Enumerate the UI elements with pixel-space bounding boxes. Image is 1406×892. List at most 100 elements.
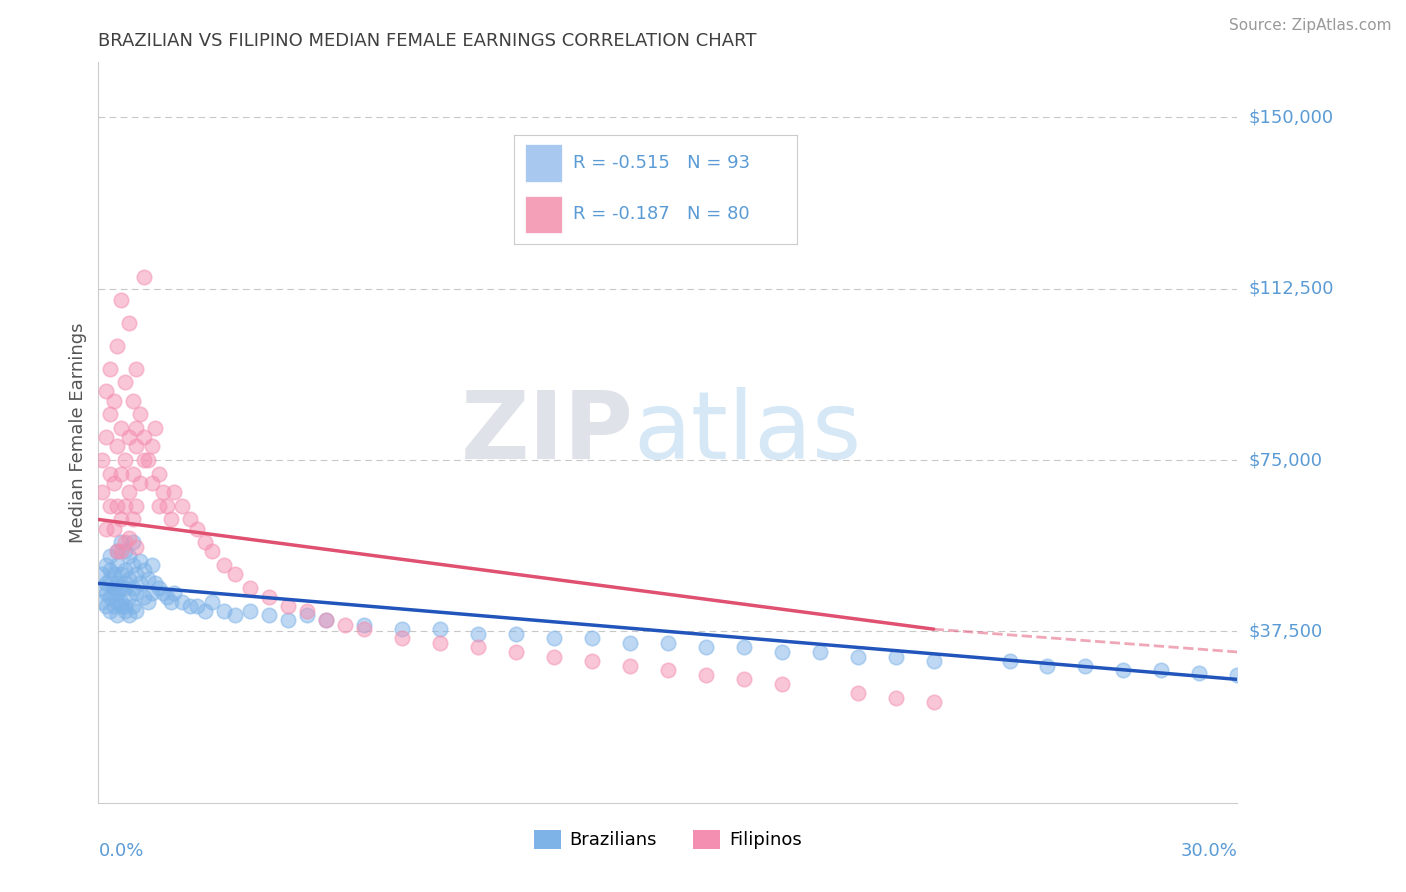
Point [201,544,224,558]
Point [114,563,136,577]
Point [125,540,148,554]
Point [581,632,603,646]
Point [103,475,125,490]
Point [94,558,117,573]
Point [148,581,170,595]
Point [110,567,132,582]
Point [543,649,565,664]
Point [159,595,181,609]
Point [118,590,141,604]
Text: 30.0%: 30.0% [1181,842,1237,860]
Point [110,467,132,481]
Point [657,636,679,650]
Point [239,604,262,618]
Point [1074,658,1097,673]
Point [107,558,129,573]
Point [121,581,143,595]
Point [91,453,114,467]
Point [505,645,527,659]
Point [125,361,148,376]
Point [132,430,155,444]
Point [277,599,299,614]
Point [114,604,136,618]
Point [103,581,125,595]
Point [315,613,337,627]
Point [467,640,489,655]
Point [94,522,117,536]
Point [156,590,179,604]
Point [429,622,451,636]
Point [125,567,148,582]
Point [129,408,152,422]
Point [224,567,246,582]
Point [121,599,143,614]
Point [107,585,129,599]
Point [103,522,125,536]
Point [118,316,141,330]
Point [733,640,755,655]
Point [657,663,679,677]
Point [884,649,907,664]
Text: Source: ZipAtlas.com: Source: ZipAtlas.com [1229,18,1392,33]
Point [94,430,117,444]
Point [94,585,117,599]
Point [846,686,869,700]
Point [98,408,121,422]
Point [543,632,565,646]
Text: atlas: atlas [634,386,862,479]
Point [391,632,413,646]
Point [145,421,167,435]
FancyBboxPatch shape [524,145,562,182]
Point [129,553,152,567]
Point [156,499,179,513]
Point [277,613,299,627]
Point [335,617,357,632]
Point [179,512,201,526]
Point [91,567,114,582]
Point [103,567,125,582]
Point [141,439,163,453]
Point [315,613,337,627]
Point [103,599,125,614]
Point [695,668,717,682]
Point [1036,658,1059,673]
Point [94,576,117,591]
Point [132,563,155,577]
Text: R = -0.187   N = 80: R = -0.187 N = 80 [574,204,749,223]
Point [581,654,603,668]
Point [103,393,125,408]
Point [125,499,148,513]
Point [98,499,121,513]
Point [136,595,159,609]
Point [114,453,136,467]
Point [110,293,132,307]
Point [194,604,217,618]
Point [770,677,793,691]
Point [110,581,132,595]
Point [118,430,141,444]
Point [91,581,114,595]
Point [114,376,136,390]
Point [98,563,121,577]
Point [107,595,129,609]
Point [695,640,717,655]
FancyBboxPatch shape [524,196,562,234]
Point [118,549,141,563]
Point [118,572,141,586]
Point [114,544,136,558]
Point [141,475,163,490]
Point [103,585,125,599]
Point [259,608,281,623]
Point [212,558,235,573]
Point [163,485,186,500]
Point [114,499,136,513]
Point [770,645,793,659]
Text: $75,000: $75,000 [1249,451,1323,469]
Point [186,599,208,614]
Point [148,467,170,481]
Point [114,581,136,595]
Point [132,453,155,467]
Point [98,467,121,481]
Text: R = -0.515   N = 93: R = -0.515 N = 93 [574,154,751,172]
Point [922,695,945,709]
